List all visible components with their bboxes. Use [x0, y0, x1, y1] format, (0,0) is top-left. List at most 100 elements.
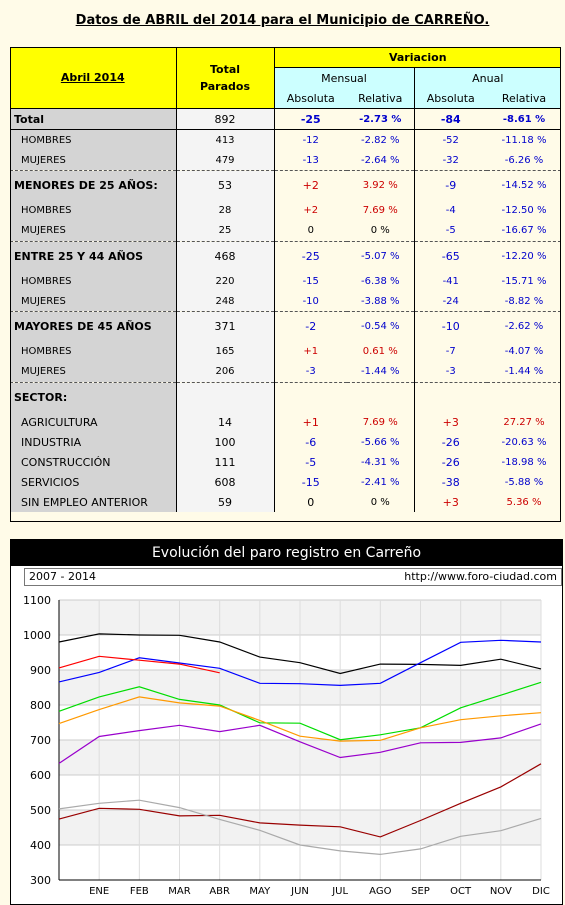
row-annual-absolute: -41 [442, 275, 459, 287]
row-monthly-relative: -2.82 % [347, 129, 415, 150]
row-total: 371 [176, 311, 275, 342]
unemployment-table: Abril 2014 Total Parados Variacion Mensu… [10, 47, 562, 512]
row-label: HOMBRES [10, 129, 177, 150]
row-annual-relative: -6.26 % [504, 154, 544, 166]
row-total: 165 [176, 341, 275, 362]
row-total: 413 [176, 129, 275, 150]
series-line-1 [58, 639, 542, 687]
table-row: MUJERES 206 -3 -1.44 % -3 -1.44 % [10, 361, 561, 382]
row-monthly-absolute: -2 [274, 311, 347, 342]
row-annual-absolute: +3 [442, 415, 459, 429]
row-annual-absolute: -3 [445, 366, 456, 377]
x-tick-label: ABR [209, 886, 230, 897]
row-total: 248 [176, 291, 275, 312]
mensual-header: Mensual [274, 67, 415, 88]
row-label: SECTOR: [10, 381, 177, 412]
x-tick-label: JUN [290, 886, 309, 897]
row-label: SIN EMPLEO ANTERIOR [10, 492, 177, 512]
table-row: MAYORES DE 45 AÑOS 371 -2 -0.54 % -10 -2.62 % [10, 311, 562, 342]
row-annual-relative: -5.88 % [504, 476, 544, 488]
row-monthly-absolute [274, 381, 347, 412]
row-monthly-relative: 3.92 % [347, 170, 415, 201]
mensual-absoluta-header: Absoluta [274, 88, 347, 109]
row-monthly-absolute: -12 [302, 134, 319, 146]
series-line-2 [58, 655, 220, 674]
series-line-6 [58, 763, 542, 838]
table-row: HOMBRES 165 +1 0.61 % -7 -4.07 % [10, 341, 561, 362]
line-chart: 300 400 500 600 700 800 900 1000 1100 ENE FEB MAR AB… [23, 594, 550, 897]
x-tick-label: DIC [532, 886, 550, 897]
table-row: SECTOR: [10, 381, 562, 412]
row-annual-absolute: -26 [441, 435, 460, 449]
y-tick-label: 600 [30, 769, 51, 782]
row-monthly-relative: 7.69 % [347, 412, 415, 432]
row-annual-relative: -14.52 % [487, 170, 562, 201]
row-label: HOMBRES [10, 341, 177, 362]
chart-panel: Evolución del paro registro en Carreño 2… [10, 539, 563, 905]
total-header-line1: Total [209, 62, 241, 76]
x-tick-label: AGO [369, 886, 391, 897]
row-annual-relative: -15.71 % [501, 275, 547, 287]
row-total: 220 [176, 271, 275, 291]
row-monthly-relative: -1.44 % [347, 361, 415, 382]
row-monthly-relative: 7.69 % [347, 200, 415, 221]
row-monthly-relative: 0.61 % [347, 341, 415, 362]
x-tick-label: SEP [411, 886, 430, 897]
row-total: 100 [176, 432, 275, 452]
row-annual-absolute: -4 [445, 205, 456, 216]
row-total: 25 [176, 220, 275, 241]
y-tick-label: 1000 [23, 629, 51, 642]
row-annual-absolute: -10 [414, 311, 487, 342]
row-annual-relative: -12.20 % [487, 240, 562, 271]
row-monthly-relative: -0.54 % [347, 311, 415, 342]
y-tick-label: 1100 [23, 594, 51, 607]
y-tick-label: 300 [30, 874, 51, 887]
table-body: Total 892 -25 -2.73 % -84 -8.61 % HOMBRES 413 -1… [10, 108, 562, 512]
row-monthly-absolute: -25 [274, 108, 347, 130]
row-label: MENORES DE 25 AÑOS: [10, 170, 177, 201]
row-annual-absolute: -7 [445, 346, 456, 357]
row-annual-relative [487, 381, 562, 412]
series-line-5 [58, 723, 542, 764]
table-row: HOMBRES 413 -12 -2.82 % -52 -11.18 % [10, 129, 561, 150]
row-annual-relative: -18.98 % [501, 456, 547, 468]
x-tick-label: ENE [89, 886, 109, 897]
row-monthly-relative [347, 381, 415, 412]
row-annual-relative: -11.18 % [501, 134, 547, 146]
row-monthly-absolute: -10 [302, 295, 319, 307]
row-monthly-absolute: +1 [302, 415, 319, 429]
row-monthly-absolute: -25 [274, 240, 347, 271]
chart-range: 2007 - 2014 [29, 570, 96, 583]
y-tick-label: 700 [30, 734, 51, 747]
row-monthly-relative: -4.31 % [347, 452, 415, 472]
row-monthly-relative: -6.38 % [347, 271, 415, 291]
row-annual-relative: -16.67 % [501, 225, 547, 236]
row-monthly-relative: -2.64 % [347, 150, 415, 171]
row-total: 111 [176, 452, 275, 472]
row-monthly-absolute: +1 [303, 346, 319, 357]
chart-title: Evolución del paro registro en Carreño [11, 540, 562, 566]
row-annual-relative: -4.07 % [504, 346, 544, 357]
row-annual-absolute: -32 [442, 154, 459, 166]
table-row: MUJERES 479 -13 -2.64 % -32 -6.26 % [10, 150, 561, 171]
row-annual-absolute: -84 [414, 108, 487, 130]
row-annual-relative: 5.36 % [506, 496, 542, 508]
table-row: MUJERES 25 0 0 % -5 -16.67 % [10, 220, 561, 241]
series-line-4 [58, 696, 542, 742]
row-annual-absolute: -26 [441, 455, 460, 469]
row-total: 28 [176, 200, 275, 221]
row-total: 479 [176, 150, 275, 171]
y-tick-label: 900 [30, 664, 51, 677]
total-parados-header: Total Parados [176, 47, 275, 109]
row-monthly-absolute: -13 [302, 154, 319, 166]
chart-source-link[interactable]: http://www.foro-ciudad.com [404, 570, 557, 583]
table-row: MUJERES 248 -10 -3.88 % -24 -8.82 % [10, 291, 561, 312]
anual-header: Anual [414, 67, 562, 88]
table-row: HOMBRES 220 -15 -6.38 % -41 -15.71 % [10, 271, 561, 291]
row-monthly-relative: 0 % [347, 492, 415, 512]
period-header: Abril 2014 [10, 47, 177, 109]
y-tick-label: 800 [30, 699, 51, 712]
total-header-line2: Parados [199, 79, 250, 93]
row-monthly-relative: 0 % [347, 220, 415, 241]
row-label: MUJERES [10, 361, 177, 382]
